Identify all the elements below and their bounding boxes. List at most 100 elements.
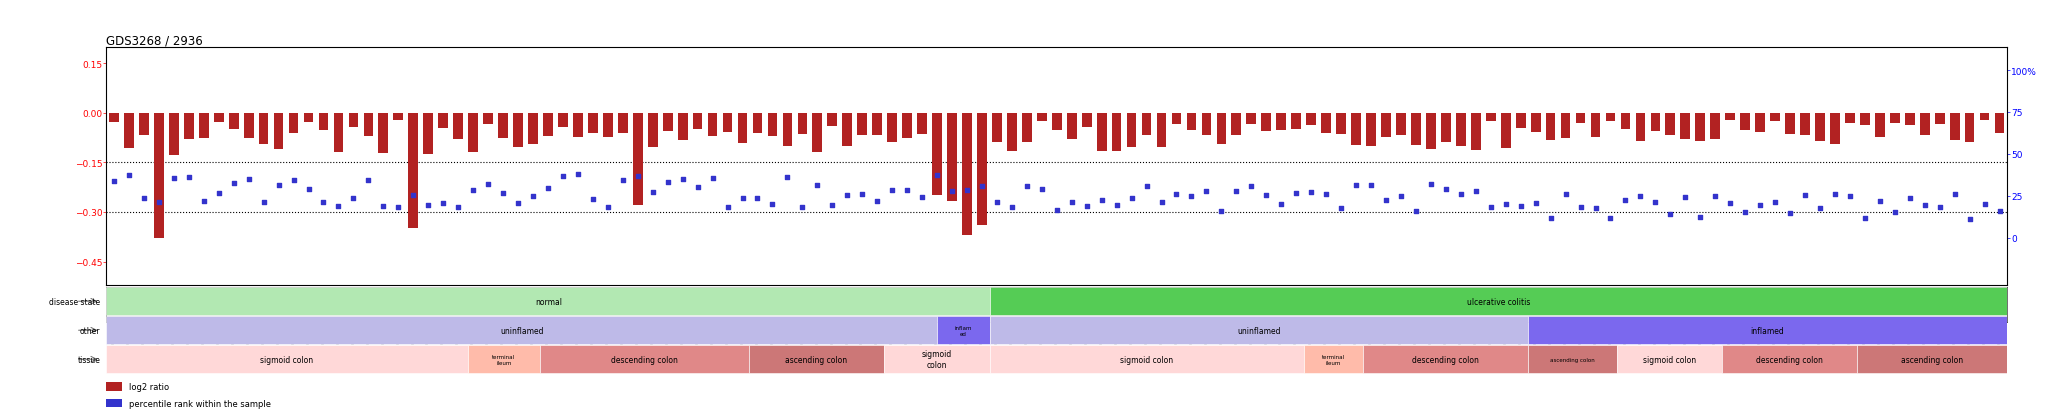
Point [1804, 205, 1837, 212]
Bar [1831, 114, 1839, 145]
Point [127, 196, 160, 202]
Point [322, 204, 354, 210]
Point [1294, 190, 1327, 196]
Bar [1561, 114, 1571, 139]
Bar [258, 114, 268, 145]
Bar [723, 114, 733, 133]
Point [487, 190, 520, 197]
Bar [1722, 345, 1858, 373]
Bar [1845, 114, 1855, 123]
Bar [991, 316, 1528, 344]
Bar [1591, 114, 1599, 138]
Point [1399, 209, 1432, 215]
Point [905, 194, 938, 201]
Bar [543, 114, 553, 137]
Bar [1362, 345, 1528, 373]
Bar [379, 114, 389, 154]
Point [1849, 215, 1882, 222]
Point [262, 183, 295, 189]
Bar [1964, 114, 1974, 142]
Bar [1935, 114, 1944, 125]
Bar [737, 114, 748, 144]
Point [592, 204, 625, 211]
Point [846, 191, 879, 197]
Point [1055, 199, 1087, 206]
Point [1714, 201, 1747, 207]
Point [1040, 207, 1073, 214]
Bar [514, 114, 522, 147]
Point [575, 197, 608, 203]
Bar [557, 114, 567, 128]
Bar [1036, 114, 1047, 122]
Bar [1186, 114, 1196, 130]
Bar [1769, 114, 1780, 121]
Bar [1292, 114, 1300, 130]
Text: terminal
ileum: terminal ileum [1321, 354, 1346, 365]
Point [457, 187, 489, 194]
Bar [1456, 114, 1466, 147]
Point [1176, 193, 1208, 199]
Text: sigmoid colon: sigmoid colon [1642, 355, 1696, 364]
Point [1520, 200, 1552, 207]
Point [1266, 202, 1298, 208]
Bar [1335, 114, 1346, 135]
Bar [1995, 114, 2005, 134]
Text: sigmoid
colon: sigmoid colon [922, 350, 952, 369]
Bar [1528, 316, 2007, 344]
Bar [903, 114, 911, 139]
Bar [963, 114, 973, 236]
Bar [1171, 114, 1182, 124]
Point [1159, 191, 1192, 198]
Bar [528, 114, 539, 144]
Point [891, 187, 924, 193]
Bar [946, 114, 956, 201]
Point [950, 188, 983, 194]
Bar [1546, 114, 1556, 141]
Text: percentile rank within the sample: percentile rank within the sample [129, 399, 270, 408]
Point [186, 198, 219, 205]
Point [307, 199, 340, 206]
Bar [1126, 114, 1137, 148]
Point [98, 178, 131, 185]
Bar [1276, 114, 1286, 131]
Point [1280, 191, 1313, 197]
Point [1729, 209, 1761, 216]
Point [1489, 201, 1522, 208]
Bar [885, 345, 991, 373]
Bar [1262, 114, 1272, 131]
Bar [1067, 114, 1077, 140]
Bar [106, 399, 123, 407]
Bar [1681, 114, 1690, 139]
Point [1579, 205, 1612, 211]
Bar [106, 316, 938, 344]
Bar [1470, 114, 1481, 151]
Bar [170, 114, 178, 156]
Point [172, 174, 205, 181]
Point [397, 192, 430, 199]
Bar [752, 114, 762, 133]
Bar [467, 345, 541, 373]
Text: inflam
ed: inflam ed [954, 325, 973, 336]
Text: normal: normal [535, 297, 561, 306]
Point [1743, 203, 1776, 209]
Text: sigmoid colon: sigmoid colon [1120, 355, 1174, 364]
Point [711, 204, 743, 211]
Bar [1950, 114, 1960, 141]
Bar [768, 114, 778, 137]
Point [158, 176, 190, 182]
Text: ascending colon: ascending colon [1901, 355, 1964, 364]
Point [1235, 183, 1268, 190]
Point [1937, 191, 1970, 198]
Text: inflamed: inflamed [1751, 326, 1784, 335]
Bar [858, 114, 866, 135]
Point [1415, 182, 1448, 188]
Point [801, 182, 834, 189]
Bar [1442, 114, 1450, 142]
Bar [1307, 114, 1317, 126]
Point [1909, 202, 1942, 209]
Point [1010, 184, 1042, 190]
Bar [1530, 114, 1540, 133]
Bar [1710, 114, 1720, 140]
Point [1982, 208, 2015, 215]
Bar [618, 114, 627, 133]
